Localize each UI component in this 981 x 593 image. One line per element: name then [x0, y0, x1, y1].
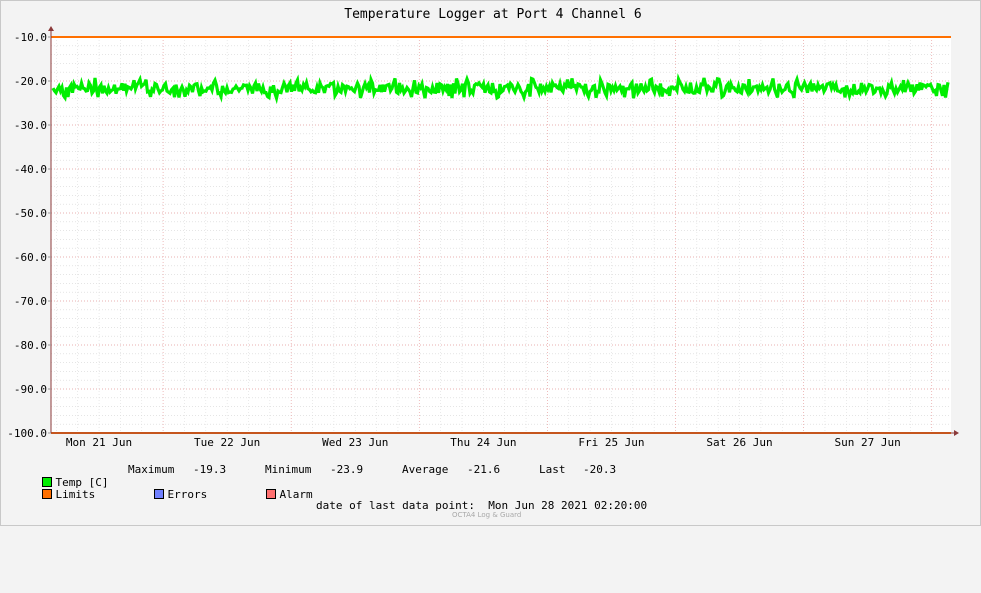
x-tick-label: Thu 24 Jun — [450, 436, 516, 449]
y-tick-label: -10.0 — [14, 31, 47, 44]
errors-swatch — [153, 489, 164, 499]
limits-swatch — [41, 489, 52, 499]
legend-alarm-label: Alarm — [279, 488, 313, 501]
plot-area — [51, 37, 951, 433]
x-axis-ticks: Mon 21 Jun Tue 22 Jun Wed 23 Jun Thu 24 Jun… — [66, 436, 901, 449]
y-tick-label: -20.0 — [14, 75, 47, 88]
alarm-swatch — [265, 489, 276, 499]
legend-row-2: Limits Errors Alarm — [15, 475, 313, 501]
legend-errors-label: Errors — [167, 488, 208, 501]
last-stat-label: Last — [539, 463, 566, 476]
legend-limits: Limits — [15, 475, 95, 501]
legend-temp: Temp [C] — [15, 463, 108, 489]
axes — [48, 26, 959, 436]
temp-swatch — [41, 477, 52, 487]
x-axis-arrow — [954, 430, 959, 436]
x-tick-label: Tue 22 Jun — [194, 436, 260, 449]
avg-stat-value: -21.6 — [467, 463, 501, 476]
y-axis-ticks: -10.0 -20.0 -30.0 -40.0 -50.0 -60.0 -70.0 -80.0… — [7, 31, 51, 440]
y-tick-label: -40.0 — [14, 163, 47, 176]
legend-temp-label: Temp [C] — [55, 476, 109, 489]
legend-limits-label: Limits — [55, 488, 96, 501]
y-tick-label: -80.0 — [14, 339, 47, 352]
last-stat-value: -20.3 — [583, 463, 617, 476]
y-tick-label: -50.0 — [14, 207, 47, 220]
legend-row-1: Temp [C] Maximum -19.3 Minimum -23.9 Ave… — [15, 463, 616, 489]
temperature-chart: Temperature Logger at Port 4 Channel 6 -… — [7, 7, 959, 449]
y-axis-arrow — [48, 26, 54, 31]
x-tick-label: Sat 26 Jun — [706, 436, 772, 449]
max-stat-value: -19.3 — [193, 463, 227, 476]
grid — [51, 36, 951, 434]
x-tick-label: Sun 27 Jun — [835, 436, 901, 449]
y-tick-label: -70.0 — [14, 295, 47, 308]
chart-title: Temperature Logger at Port 4 Channel 6 — [344, 7, 641, 22]
watermark: OCTA4 Log & Guard — [452, 511, 522, 519]
y-tick-label: -100.0 — [7, 427, 47, 440]
x-tick-label: Wed 23 Jun — [322, 436, 388, 449]
min-stat-value: -23.9 — [330, 463, 364, 476]
last-data-point: date of last data point: Mon Jun 28 2021… — [316, 499, 647, 512]
last-point-label: date of last data point: — [316, 499, 475, 512]
legend-errors: Errors — [127, 475, 207, 501]
temperature-series-line — [51, 73, 950, 105]
y-tick-label: -30.0 — [14, 119, 47, 132]
last-point-value: Mon Jun 28 2021 02:20:00 — [488, 499, 648, 512]
y-tick-label: -60.0 — [14, 251, 47, 264]
avg-stat-label: Average — [402, 463, 449, 476]
legend-alarm: Alarm — [239, 475, 313, 501]
max-stat-label: Maximum — [128, 463, 175, 476]
y-tick-label: -90.0 — [14, 383, 47, 396]
min-stat-label: Minimum — [265, 463, 312, 476]
x-tick-label: Fri 25 Jun — [578, 436, 644, 449]
x-tick-label: Mon 21 Jun — [66, 436, 132, 449]
